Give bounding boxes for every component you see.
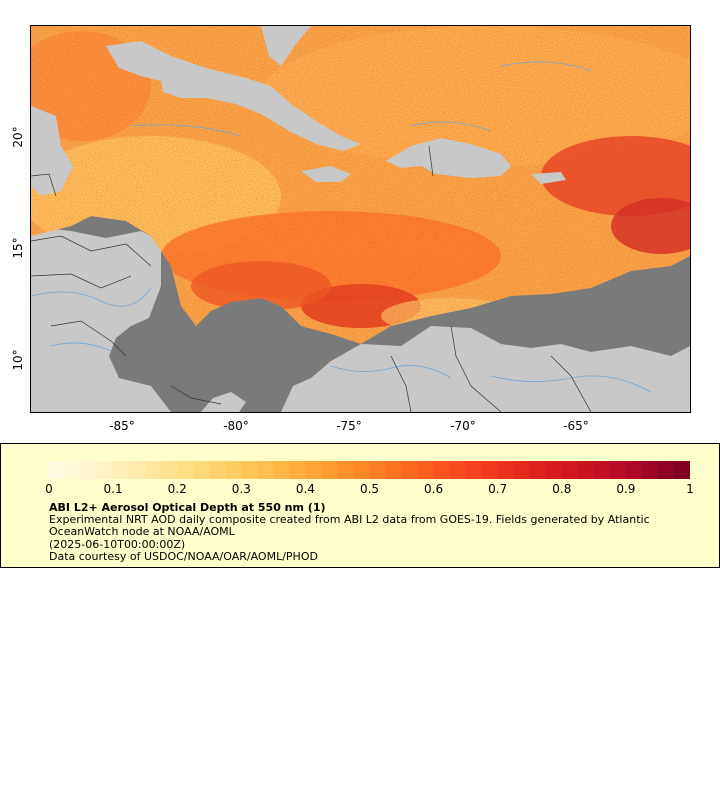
colorbar-segment (449, 461, 467, 479)
colorbar-segment (529, 461, 547, 479)
aod-map-image (31, 26, 690, 412)
colorbar-tick-label: 0.9 (616, 482, 636, 496)
colorbar-segment (625, 461, 643, 479)
colorbar-segment (257, 461, 274, 479)
colorbar-tick-label: 0.3 (231, 482, 251, 496)
colorbar-segment (385, 461, 403, 479)
colorbar-tick-label: 0.8 (552, 482, 572, 496)
colorbar-segment (81, 461, 98, 479)
land-cuba (106, 41, 361, 151)
colorbar-tick-label: 1 (686, 482, 694, 496)
colorbar-segment (241, 461, 258, 479)
colorbar-segment (609, 461, 627, 479)
colorbar-segment (593, 461, 611, 479)
colorbar-segment (321, 461, 339, 479)
colorbar-tick-label: 0.4 (295, 482, 315, 496)
colorbar-tick-label: 0.5 (359, 482, 380, 496)
land-jamaica (301, 166, 351, 182)
x-tick-label: -80° (223, 419, 249, 433)
land-puerto-rico (531, 172, 566, 184)
colorbar-segment (561, 461, 579, 479)
colorbar-segment (209, 461, 226, 479)
colorbar-segment (673, 461, 690, 479)
colorbar-tick-label: 0.1 (103, 482, 123, 496)
colorbar-segment (545, 461, 563, 479)
legend-title: ABI L2+ Aerosol Optical Depth at 550 nm … (49, 501, 326, 514)
colorbar-tick-label: 0.2 (167, 482, 187, 496)
colorbar (49, 461, 690, 479)
x-tick-label: -65° (563, 419, 589, 433)
colorbar-segment (177, 461, 194, 479)
colorbar-segment (337, 461, 355, 479)
colorbar-tick-label: 0.7 (488, 482, 508, 496)
colorbar-segment (465, 461, 483, 479)
land-central-america (31, 226, 171, 412)
x-tick-label: -85° (109, 419, 135, 433)
colorbar-segment (145, 461, 162, 479)
colorbar-segment (273, 461, 290, 479)
x-tick-label: -70° (450, 419, 476, 433)
colorbar-segment (417, 461, 435, 479)
y-tick-label: 15° (11, 237, 25, 259)
country-borders (31, 145, 592, 412)
colorbar-segment (289, 461, 307, 479)
land-florida (261, 26, 311, 66)
colorbar-segment (161, 461, 178, 479)
colorbar-segment (481, 461, 499, 479)
colorbar-segment (49, 461, 66, 479)
colorbar-segment (113, 461, 130, 479)
y-tick-label: 10° (11, 349, 25, 371)
map-panel (30, 25, 691, 413)
colorbar-segment (65, 461, 82, 479)
colorbar-segment (513, 461, 531, 479)
colorbar-segment (577, 461, 595, 479)
colorbar-tick-label: 0 (45, 482, 53, 496)
colorbar-segment (97, 461, 114, 479)
colorbar-segment (369, 461, 387, 479)
y-tick-label: 20° (11, 126, 25, 148)
land-panama (201, 392, 246, 412)
land-hispaniola (386, 138, 511, 178)
colorbar-segment (225, 461, 242, 479)
legend-credit: Data courtesy of USDOC/NOAA/OAR/AOML/PHO… (49, 550, 318, 563)
legend-date: (2025-06-10T00:00:00Z) (49, 538, 186, 551)
x-tick-label: -75° (336, 419, 362, 433)
rivers (31, 61, 652, 393)
colorbar-segment (129, 461, 146, 479)
land-yucatan (31, 106, 73, 196)
colorbar-segment (305, 461, 323, 479)
colorbar-segment (353, 461, 371, 479)
colorbar-segment (193, 461, 210, 479)
legend-description: Experimental NRT AOD daily composite cre… (49, 513, 650, 538)
colorbar-tick-label: 0.6 (424, 482, 444, 496)
colorbar-segment (497, 461, 515, 479)
colorbar-segment (401, 461, 419, 479)
legend-panel: 0 0.1 0.2 0.3 0.4 0.5 0.6 0.7 0.8 0.9 1 ABI L2+ Ae… (0, 443, 720, 568)
land-south-america (281, 326, 690, 412)
colorbar-segment (657, 461, 675, 479)
colorbar-segment (641, 461, 659, 479)
colorbar-segment (433, 461, 451, 479)
